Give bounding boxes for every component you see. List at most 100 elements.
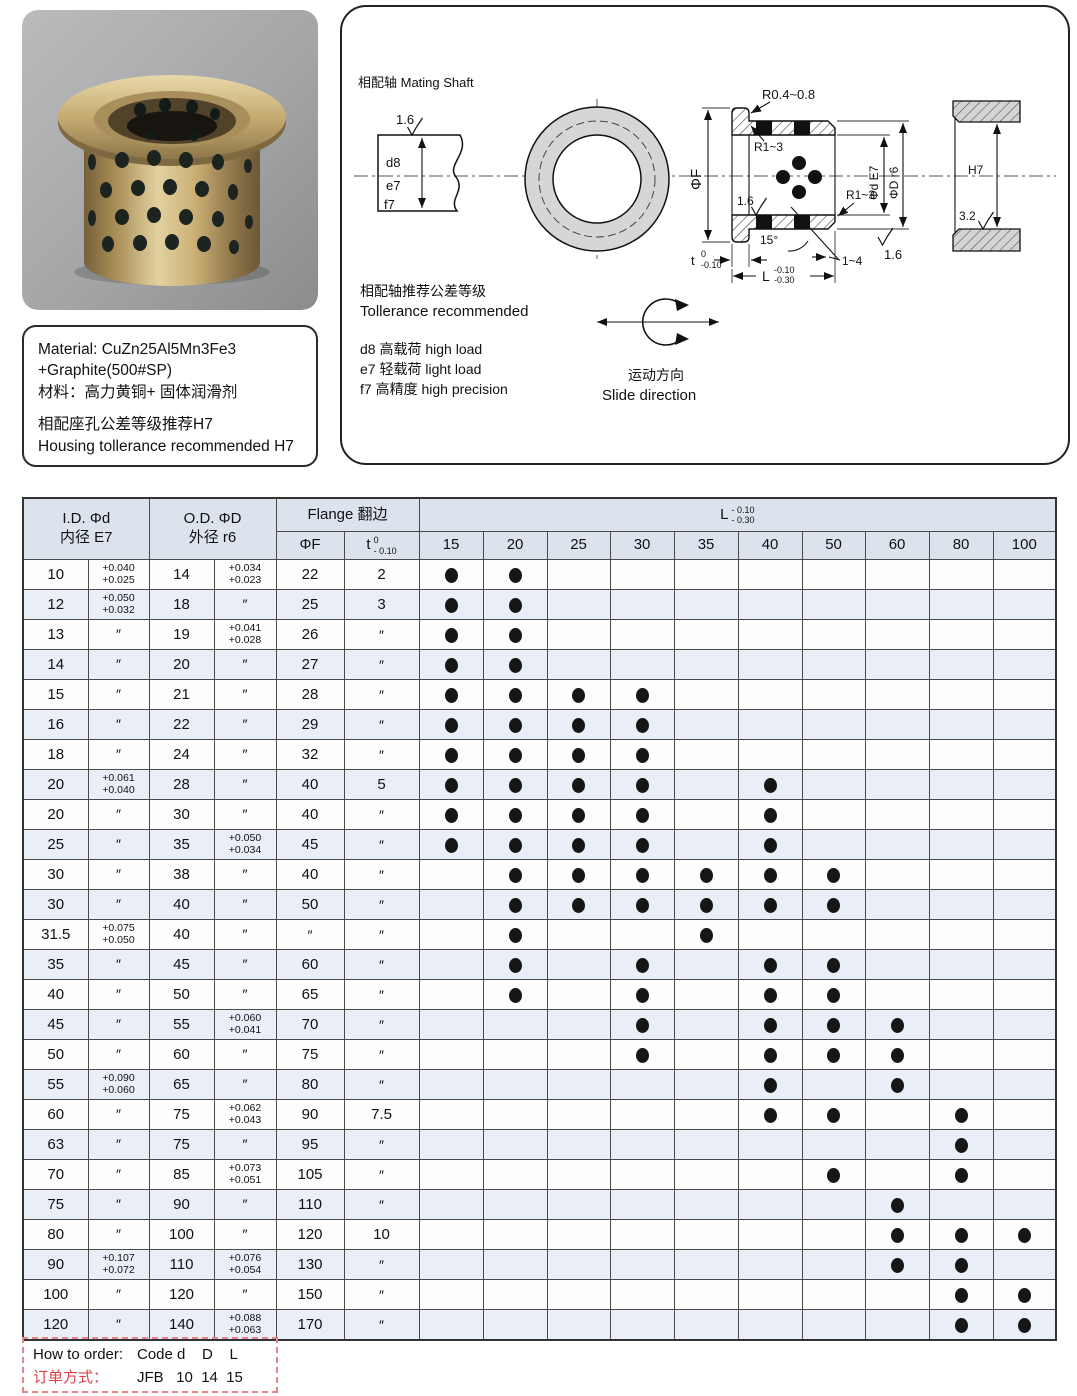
table-row: 100 ″ 120 ″ 150 ″ [22, 1279, 1057, 1310]
table-row: 31.5 +0.075 +0.050 40 ″ ″ ″ [22, 919, 1057, 950]
availability-dot [444, 837, 458, 853]
cell-length-40 [737, 799, 803, 830]
cell-id: 70 [22, 1159, 89, 1190]
cell-od-tolerance: +0.088 +0.063 [213, 1309, 277, 1341]
cell-id: 80 [22, 1219, 89, 1250]
header-length-40: 40 [737, 531, 803, 560]
availability-dot [572, 717, 586, 733]
outer-diameter-label: ΦD r6 [887, 166, 901, 199]
availability-dot [508, 777, 522, 793]
cell-length-30 [609, 1159, 675, 1190]
cell-length-30 [609, 1219, 675, 1250]
availability-dot [763, 867, 777, 883]
cell-length-50 [801, 739, 866, 770]
availability-dot [635, 987, 649, 1003]
cell-length-40 [737, 1249, 803, 1280]
cell-length-100 [992, 619, 1057, 650]
cell-od: 100 [148, 1219, 215, 1250]
cell-length-35 [673, 1309, 739, 1341]
cell-od: 38 [148, 859, 215, 890]
cell-length-30 [609, 1309, 675, 1341]
header-id: I.D. Φd 内径 E7 [22, 497, 150, 560]
shaft-f7-label: f7 [384, 197, 395, 212]
header-length-15: 15 [418, 531, 484, 560]
cell-od-tolerance: +0.034 +0.023 [213, 559, 277, 590]
header-length-20: 20 [482, 531, 548, 560]
cell-flange-thickness: ″ [343, 739, 420, 770]
table-row: 30 ″ 40 ″ 50 ″ [22, 889, 1057, 920]
material-line-1: Material: CuZn25Al5Mn3Fe3 [38, 341, 237, 358]
cell-od: 28 [148, 769, 215, 800]
cell-flange-thickness: ″ [343, 1129, 420, 1160]
cell-od-tolerance: ″ [213, 649, 277, 680]
cell-length-15 [418, 1309, 484, 1341]
availability-dot [508, 747, 522, 763]
cell-length-15 [418, 859, 484, 890]
slide-direction-en: Slide direction [602, 387, 696, 404]
cell-flange-diameter: 60 [275, 949, 345, 980]
availability-dot [699, 867, 713, 883]
cell-length-35 [673, 679, 739, 710]
cell-length-15 [418, 769, 484, 800]
cell-length-35 [673, 649, 739, 680]
cell-length-20 [482, 739, 548, 770]
shaft-d8-label: d8 [386, 155, 400, 170]
cell-length-30 [609, 619, 675, 650]
cell-id: 90 [22, 1249, 89, 1280]
cell-od: 20 [148, 649, 215, 680]
cell-od: 40 [148, 889, 215, 920]
cell-length-50 [801, 859, 866, 890]
cell-length-30 [609, 1279, 675, 1310]
cell-od: 50 [148, 979, 215, 1010]
cell-flange-diameter: ″ [275, 919, 345, 950]
cell-length-35 [673, 859, 739, 890]
cell-length-80 [928, 799, 994, 830]
cell-length-50 [801, 709, 866, 740]
order-line-2: 订单方式： JFB 10 14 15 [33, 1367, 267, 1390]
cell-length-80 [928, 1159, 994, 1190]
cell-id-tolerance: ″ [87, 709, 150, 740]
order-columns: Code d D L [137, 1346, 238, 1363]
cell-flange-thickness: ″ [343, 949, 420, 980]
availability-dot [827, 1047, 841, 1063]
cell-od-tolerance: ″ [213, 1219, 277, 1250]
cell-length-20 [482, 1129, 548, 1160]
cell-length-80 [928, 739, 994, 770]
availability-dot [763, 1077, 777, 1093]
cell-od-tolerance: ″ [213, 949, 277, 980]
cell-od-tolerance: ″ [213, 1129, 277, 1160]
cell-length-30 [609, 1009, 675, 1040]
availability-dot [508, 627, 522, 643]
cell-od-tolerance: +0.050 +0.034 [213, 829, 277, 860]
cell-length-25 [546, 1039, 611, 1070]
cell-od-tolerance: +0.060 +0.041 [213, 1009, 277, 1040]
cell-length-30 [609, 589, 675, 620]
header-length-sub: - 0.30 [731, 515, 755, 525]
cell-length-50 [801, 589, 866, 620]
cell-od-tolerance: ″ [213, 799, 277, 830]
cell-length-30 [609, 679, 675, 710]
cell-od: 14 [148, 559, 215, 590]
cell-length-80 [928, 1129, 994, 1160]
cell-length-15 [418, 739, 484, 770]
cell-od: 30 [148, 799, 215, 830]
header-length: L- 0.10- 0.30 [418, 497, 1057, 532]
table-row: 10 +0.040 +0.025 14 +0.034 +0.023 22 2 [22, 559, 1057, 590]
cell-length-50 [801, 559, 866, 590]
cell-flange-thickness: 3 [343, 589, 420, 620]
housing-tolerance-cn: 相配座孔公差等级推荐H7 [38, 416, 213, 434]
cell-od: 90 [148, 1189, 215, 1220]
cell-length-40 [737, 949, 803, 980]
cell-od-tolerance: ″ [213, 709, 277, 740]
cell-id-tolerance: ″ [87, 1129, 150, 1160]
cell-length-40 [737, 1099, 803, 1130]
cell-id: 30 [22, 889, 89, 920]
header-length-35: 35 [673, 531, 739, 560]
spec-table-container: I.D. Φd 内径 E7 O.D. ΦD 外径 r6 Flange 翻边 L-… [22, 497, 1058, 1341]
chamfer-angle-label: 15° [760, 233, 778, 247]
cell-flange-thickness: 2 [343, 559, 420, 590]
cell-length-60 [864, 859, 930, 890]
cell-length-25 [546, 1159, 611, 1190]
cell-length-40 [737, 559, 803, 590]
